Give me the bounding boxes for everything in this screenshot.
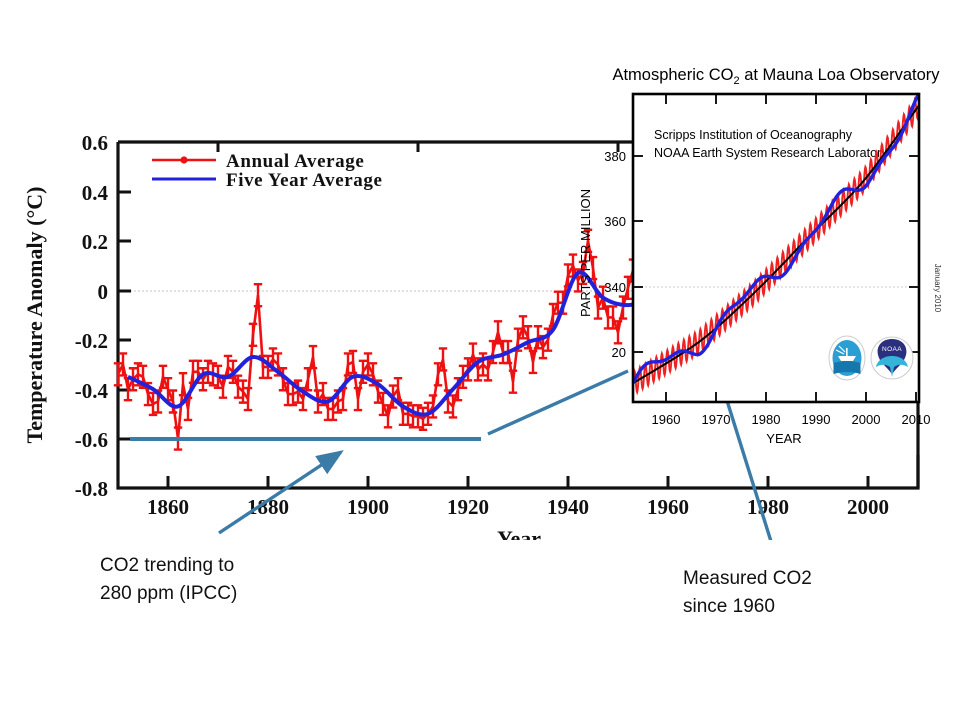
legend-annual-marker [180, 156, 188, 164]
inset-ytick-340: 340 [604, 280, 626, 295]
main-xtick-4: 1940 [547, 495, 589, 519]
noaa-logo: NOAA [870, 336, 914, 380]
main-xtick-6: 1980 [747, 495, 789, 519]
inset-yaxis-title: PARTS PER MILLION [578, 189, 593, 317]
main-ytick-6: -0.6 [75, 428, 108, 452]
annotation-arrow-right [715, 371, 773, 540]
inset-title-subscript: 2 [733, 75, 739, 87]
inset-chart-svg: Atmospheric CO2 at Mauna Loa Observatory… [578, 66, 942, 446]
main-ytick-7: -0.8 [75, 477, 108, 501]
annotation-arrow-left [218, 450, 344, 535]
inset-xaxis-title: YEAR [766, 431, 801, 446]
main-ytick-5: -0.4 [75, 379, 109, 403]
inset-ytick-320: 20 [612, 345, 626, 360]
legend-fiveyear-label: Five Year Average [226, 170, 383, 191]
inset-xtick-1960: 1960 [652, 412, 681, 427]
main-xtick-3: 1920 [447, 495, 489, 519]
inset-title-part-b: at Mauna Loa Observatory [740, 66, 941, 84]
inset-ytick-360: 360 [604, 214, 626, 229]
main-xtick-5: 1960 [647, 495, 689, 519]
inset-y-ticks [633, 155, 919, 353]
inset-frame [631, 92, 921, 404]
inset-subtitle-noaa: NOAA Earth System Research Laboratory [654, 146, 888, 160]
inset-title-part-a: Atmospheric CO [612, 66, 733, 84]
inset-xtick-1970: 1970 [702, 412, 731, 427]
main-ytick-4: -0.2 [75, 329, 108, 353]
annotation-left-text: CO2 trending to 280 ppm (IPCC) [100, 555, 238, 604]
inset-xtick-1980: 1980 [752, 412, 781, 427]
main-xtick-0: 1860 [147, 495, 189, 519]
svg-text:NOAA: NOAA [882, 346, 902, 353]
inset-xtick-1990: 1990 [802, 412, 831, 427]
inset-title: Atmospheric CO2 at Mauna Loa Observatory [612, 66, 940, 87]
main-ytick-0: 0.6 [82, 131, 108, 155]
main-ytick-1: 0.4 [82, 181, 109, 205]
inset-subtitle-scripps: Scripps Institution of Oceanography [654, 128, 853, 142]
main-xtick-2: 1900 [347, 495, 389, 519]
co2-inset-chart: Atmospheric CO2 at Mauna Loa Observatory… [578, 66, 942, 446]
main-xaxis-title: Year [497, 526, 541, 540]
main-legend: Annual Average Five Year Average [152, 151, 383, 191]
inset-ytick-380: 380 [604, 149, 626, 164]
annotation-leader-left [487, 369, 629, 436]
inset-x-ticks [665, 94, 917, 402]
inset-xtick-2000: 2000 [852, 412, 881, 427]
main-ytick-2: 0.2 [82, 230, 108, 254]
scripps-logo [828, 335, 866, 381]
main-yaxis-title: Temperature Anomaly (°C) [22, 187, 47, 444]
annotation-right-text: Measured CO2 since 1960 [683, 568, 812, 617]
inset-smoothed-line [631, 92, 921, 385]
main-y-ticks [118, 140, 131, 490]
inset-xtick-2010: 2010 [902, 412, 931, 427]
main-xtick-7: 2000 [847, 495, 889, 519]
main-ytick-3: 0 [98, 280, 109, 304]
inset-trend-line [632, 104, 920, 385]
legend-annual-label: Annual Average [226, 151, 364, 172]
inset-side-label: January 2010 [933, 264, 942, 313]
